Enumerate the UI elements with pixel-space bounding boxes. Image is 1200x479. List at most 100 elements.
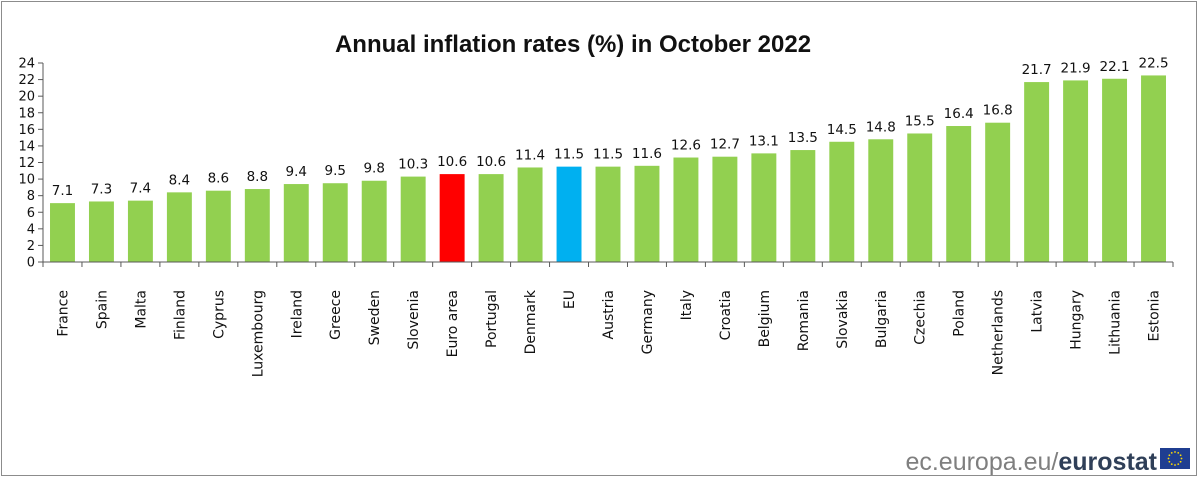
bar: [127, 200, 153, 262]
bar: [868, 139, 894, 262]
bar: [790, 150, 816, 262]
flag-star: [1174, 451, 1176, 453]
x-category-label: Ireland: [289, 290, 305, 338]
x-axis: France Spain Malta Finland Cyprus Luxembourg I…: [42, 261, 1174, 377]
flag-star: [1170, 463, 1173, 466]
x-category-label: Malta: [133, 290, 149, 329]
y-tick-label: 10: [18, 173, 35, 188]
bar-value-label: 7.1: [52, 183, 73, 199]
x-category-label: Greece: [328, 290, 344, 340]
bar: [946, 126, 972, 263]
bar-value-label: 21.9: [1061, 60, 1091, 76]
flag-star: [1177, 451, 1180, 454]
x-category-label: Netherlands: [991, 290, 1007, 375]
bar-value-label: 15.5: [905, 113, 935, 129]
bar: [283, 184, 309, 262]
y-tick-label: 22: [18, 73, 35, 88]
x-category-label: Croatia: [718, 290, 734, 340]
x-category-label: Bulgaria: [874, 290, 890, 348]
x-category-label: Italy: [679, 290, 695, 320]
y-tick-label: 2: [27, 239, 35, 254]
bar-value-label: 9.4: [286, 164, 307, 180]
flag-star: [1174, 464, 1176, 466]
y-tick-label: 18: [18, 106, 35, 121]
bar: [400, 176, 426, 262]
bar-value-label: 11.5: [554, 147, 584, 163]
flag-star: [1179, 460, 1182, 463]
x-category-label: Estonia: [1147, 290, 1163, 342]
bar-value-label: 16.8: [983, 103, 1013, 119]
bar: [88, 201, 114, 262]
y-tick-label: 0: [27, 256, 35, 271]
bar: [50, 203, 75, 262]
bar-value-label: 22.5: [1138, 55, 1168, 71]
bar-value-label: 14.5: [827, 122, 857, 138]
bar: [361, 180, 387, 262]
x-category-label: Belgium: [757, 290, 773, 347]
y-tick-label: 20: [18, 90, 35, 105]
x-category-label: Czechia: [913, 290, 929, 345]
bar: [244, 189, 270, 262]
bar-value-label: 7.4: [130, 181, 151, 197]
bar: [712, 156, 738, 262]
bar: [829, 141, 855, 262]
x-category-label: Slovenia: [406, 290, 422, 350]
x-category-label: Hungary: [1069, 290, 1085, 350]
bar: [439, 174, 465, 262]
bar-value-label: 12.6: [671, 138, 701, 154]
source-domain: ec.europa.eu/: [905, 448, 1058, 476]
x-category-label: Euro area: [445, 290, 461, 357]
bar-value-label: 8.6: [208, 171, 229, 187]
eu-flag-icon: [1160, 448, 1190, 469]
bar: [634, 165, 660, 262]
x-category-label: Luxembourg: [250, 290, 266, 377]
bar-value-label: 13.5: [788, 130, 818, 146]
x-category-label: Sweden: [367, 290, 383, 345]
bar-value-label: 9.5: [324, 163, 345, 179]
x-category-label: Cyprus: [211, 290, 227, 339]
x-category-label: France: [55, 290, 71, 337]
bar: [1063, 80, 1089, 262]
x-category-label: Poland: [952, 290, 968, 337]
flag-star: [1168, 460, 1171, 463]
x-category-label: Portugal: [484, 290, 500, 348]
bar: [322, 183, 348, 262]
bar: [907, 133, 933, 262]
flag-star: [1177, 463, 1180, 466]
flag-star: [1179, 454, 1182, 457]
bar: [1141, 75, 1166, 262]
x-category-label: EU: [562, 290, 578, 309]
bar-value-label: 14.8: [866, 119, 896, 135]
y-tick-label: 16: [18, 123, 35, 138]
x-category-label: Spain: [94, 290, 110, 329]
bar-value-label: 22.1: [1100, 59, 1130, 75]
svg-text:ec.europa.eu/eurostat: ec.europa.eu/eurostat: [905, 448, 1157, 476]
bar-value-label: 16.4: [944, 106, 974, 122]
bar: [205, 190, 231, 262]
bar-value-label: 11.5: [593, 147, 623, 163]
x-category-label: Germany: [640, 290, 656, 354]
bar-value-label: 10.6: [437, 154, 467, 170]
flag-star: [1168, 454, 1171, 457]
bar: [166, 192, 192, 262]
bar: [751, 153, 777, 262]
bar-value-label: 7.3: [91, 181, 112, 197]
source-footer: ec.europa.eu/eurostat: [905, 448, 1190, 476]
bar-value-label: 10.6: [476, 154, 506, 170]
y-tick-label: 8: [27, 189, 35, 204]
x-category-label: Romania: [796, 290, 812, 351]
bar-value-label: 12.7: [710, 137, 740, 153]
bar-value-label: 13.1: [749, 133, 779, 149]
bar: [595, 166, 621, 262]
bar: [556, 166, 582, 262]
bar-value-label: 21.7: [1022, 62, 1052, 78]
x-category-label: Austria: [601, 290, 617, 339]
bar: [673, 157, 699, 262]
bar: [478, 174, 504, 262]
bar-value-label: 11.6: [632, 146, 662, 162]
bar: [985, 122, 1011, 262]
x-category-label: Slovakia: [835, 290, 851, 349]
bar: [1102, 78, 1128, 262]
